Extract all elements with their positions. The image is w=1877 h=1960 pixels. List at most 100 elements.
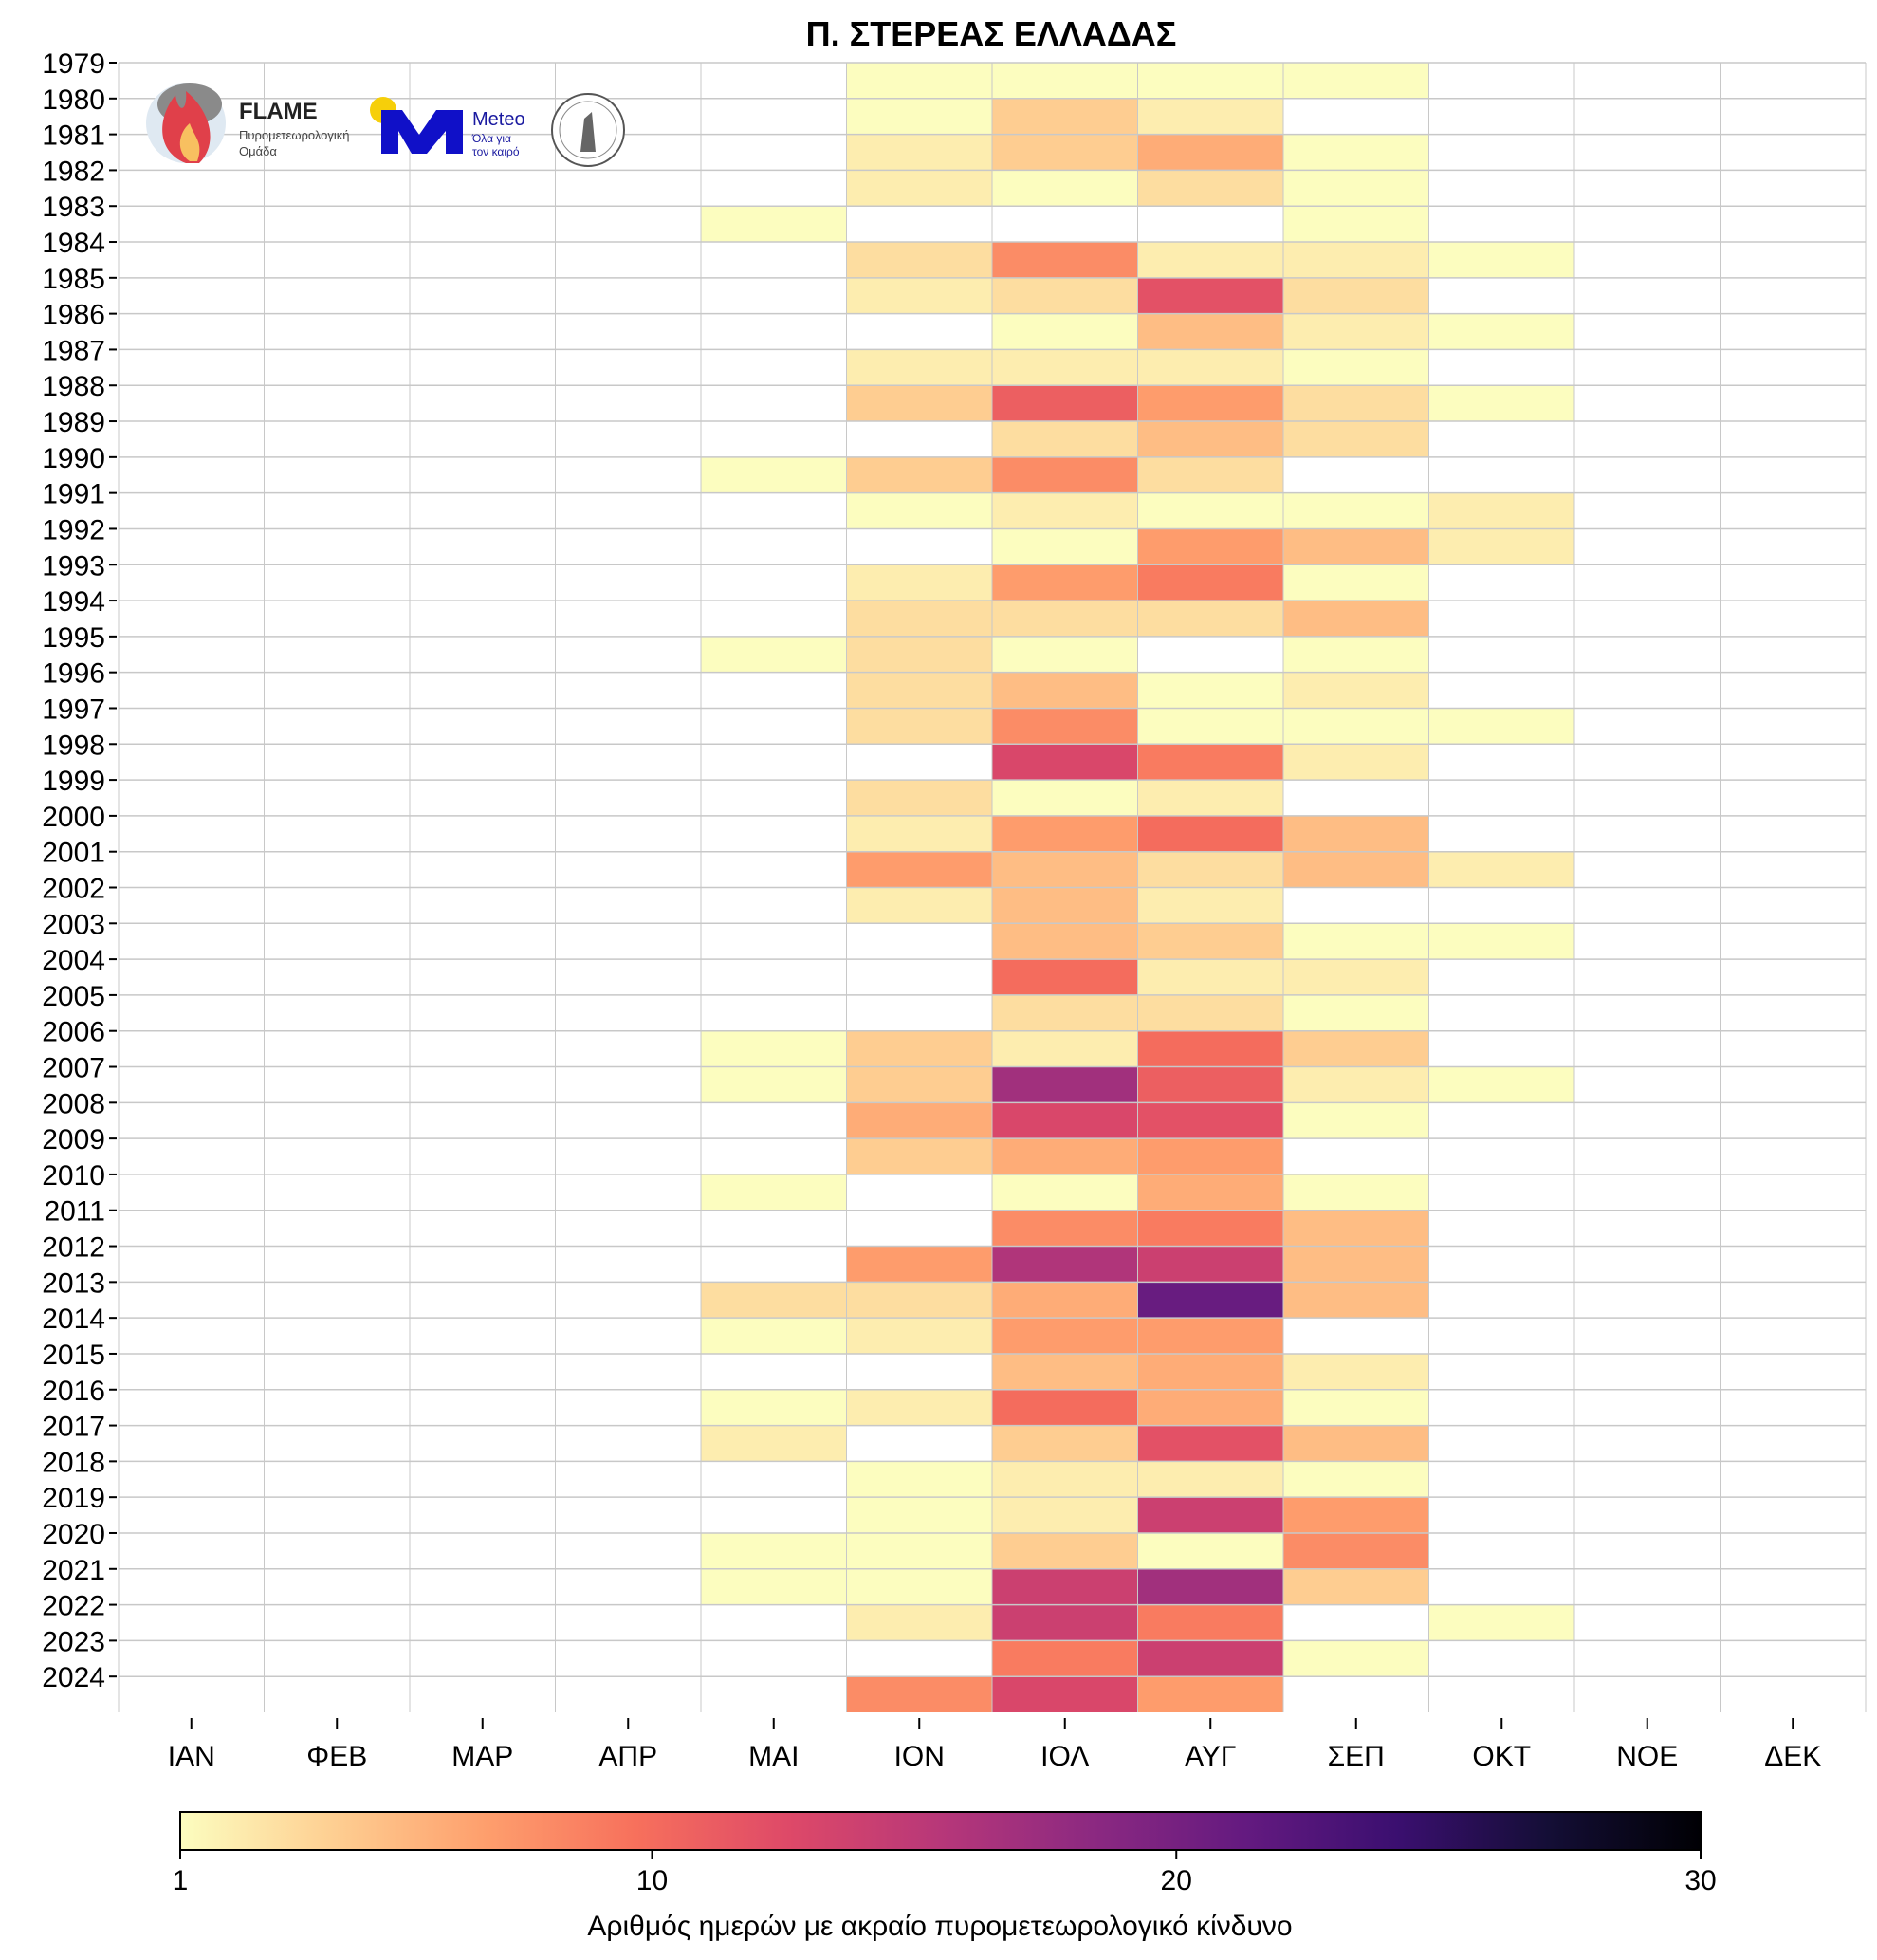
y-tick-label: 1980: [42, 84, 105, 116]
heatmap-cell-2000-ΙΟΛ: [992, 815, 1138, 852]
heatmap-cell-2016-ΜΑΙ: [701, 1389, 847, 1426]
heatmap-cell-1995-ΙΟΝ: [846, 636, 992, 673]
heatmap-cell-2010-ΣΕΠ: [1283, 1174, 1429, 1211]
heatmap-cell-2020-ΙΟΝ: [846, 1532, 992, 1569]
y-tick-label: 2006: [42, 1017, 105, 1048]
heatmap-cell-2003-ΟΚΤ: [1428, 923, 1574, 960]
heatmap-cell-2020-ΣΕΠ: [1283, 1532, 1429, 1569]
heatmap-cell-1986-ΙΟΛ: [992, 313, 1138, 350]
heatmap-cell-2013-ΙΟΝ: [846, 1282, 992, 1319]
heatmap-cell-2023-ΙΟΛ: [992, 1640, 1138, 1677]
heatmap-cell-1984-ΙΟΝ: [846, 242, 992, 278]
x-axis: ΙΑΝ ΦΕΒ ΜΑΡ ΑΠΡ ΜΑΙ ΙΟΝ ΙΟΛ ΑΥΓ ΣΕΠ ΟΚΤ ΝΟΕ ΔΕΚ: [168, 1718, 1821, 1772]
y-tick-label: 1992: [42, 514, 105, 545]
meteo-logo-sub2: τον καιρό: [472, 145, 520, 158]
heatmap-cell-1987-ΙΟΝ: [846, 349, 992, 386]
heatmap-cell-2019-ΣΕΠ: [1283, 1497, 1429, 1533]
heatmap-cell-2020-ΜΑΙ: [701, 1532, 847, 1569]
x-tick-label: ΙΑΝ: [168, 1741, 215, 1772]
heatmap-cell-1998-ΑΥΓ: [1137, 744, 1283, 781]
heatmap-cell-2008-ΑΥΓ: [1137, 1102, 1283, 1139]
heatmap-cell-2021-ΜΑΙ: [701, 1568, 847, 1605]
heatmap-cell-1991-ΙΟΛ: [992, 492, 1138, 529]
heatmap-cell-1989-ΙΟΛ: [992, 421, 1138, 457]
y-tick-label: 1987: [42, 335, 105, 366]
heatmap-cell-1991-ΙΟΝ: [846, 492, 992, 529]
y-tick-label: 2005: [42, 981, 105, 1012]
heatmap-cell-1990-ΙΟΛ: [992, 456, 1138, 493]
heatmap-cell-1984-ΟΚΤ: [1428, 242, 1574, 278]
heatmap-cell-2004-ΑΥΓ: [1137, 959, 1283, 995]
y-tick-label: 2003: [42, 909, 105, 940]
heatmap-cell-2000-ΣΕΠ: [1283, 815, 1429, 852]
heatmap-cell-1995-ΜΑΙ: [701, 636, 847, 673]
heatmap-cell-2023-ΑΥΓ: [1137, 1640, 1283, 1677]
heatmap-cell-1995-ΣΕΠ: [1283, 636, 1429, 673]
x-tick-label: ΙΟΝ: [894, 1741, 945, 1772]
heatmap-cell-2018-ΑΥΓ: [1137, 1461, 1283, 1498]
heatmap-cell-1987-ΣΕΠ: [1283, 349, 1429, 386]
heatmap-cell-2006-ΙΟΛ: [992, 1030, 1138, 1067]
y-tick-label: 1996: [42, 658, 105, 690]
heatmap-cell-2021-ΙΟΛ: [992, 1568, 1138, 1605]
heatmap-cell-1985-ΣΕΠ: [1283, 277, 1429, 314]
heatmap-cell-1992-ΣΕΠ: [1283, 528, 1429, 565]
heatmap-cell-2002-ΙΟΝ: [846, 887, 992, 924]
heatmap-cell-2005-ΑΥΓ: [1137, 994, 1283, 1031]
colorbar-gradient: [179, 1811, 1702, 1851]
heatmap-cell-1988-ΟΚΤ: [1428, 385, 1574, 422]
heatmap-cell-1992-ΙΟΛ: [992, 528, 1138, 565]
heatmap-cell-1996-ΑΥΓ: [1137, 672, 1283, 709]
y-tick-label: 1994: [42, 586, 105, 618]
heatmap-cell-1986-ΑΥΓ: [1137, 313, 1283, 350]
heatmap-cell-2007-ΙΟΝ: [846, 1066, 992, 1103]
heatmap-cells: [701, 63, 1574, 1712]
y-tick-label: 1982: [42, 156, 105, 187]
heatmap-cell-2020-ΙΟΛ: [992, 1532, 1138, 1569]
heatmap-cell-1994-ΣΕΠ: [1283, 601, 1429, 637]
grid-lines: [118, 62, 1867, 1712]
heatmap-cell-2008-ΣΕΠ: [1283, 1102, 1429, 1139]
heatmap-cell-2011-ΙΟΛ: [992, 1210, 1138, 1247]
x-tick-label: ΦΕΒ: [306, 1741, 367, 1772]
y-tick-label: 2007: [42, 1053, 105, 1084]
heatmap-cell-2018-ΣΕΠ: [1283, 1461, 1429, 1498]
y-tick-label: 2009: [42, 1124, 105, 1156]
heatmap-cell-1997-ΣΕΠ: [1283, 708, 1429, 745]
x-tick-label: ΑΠΡ: [598, 1741, 657, 1772]
heatmap-cell-2003-ΑΥΓ: [1137, 923, 1283, 960]
heatmap-cell-2022-ΙΟΛ: [992, 1604, 1138, 1641]
flame-logo-sub2: Ομάδα: [239, 144, 277, 158]
heatmap-cell-2005-ΣΕΠ: [1283, 994, 1429, 1031]
heatmap-cell-2015-ΑΥΓ: [1137, 1353, 1283, 1390]
heatmap-cell-2019-ΑΥΓ: [1137, 1497, 1283, 1533]
y-axis: 1979 1980 1981 1982 1983 1984 1985 1986 1987 1988…: [42, 48, 117, 1693]
heatmap-cell-2024-ΙΟΛ: [992, 1676, 1138, 1712]
heatmap-cell-1995-ΙΟΛ: [992, 636, 1138, 673]
x-tick-label: ΙΟΛ: [1040, 1741, 1089, 1772]
y-tick-label: 2000: [42, 802, 105, 833]
x-tick-label: ΑΥΓ: [1185, 1741, 1236, 1772]
heatmap-cell-1984-ΣΕΠ: [1283, 242, 1429, 278]
y-tick-label: 1998: [42, 730, 105, 761]
heatmap-cell-2019-ΙΟΛ: [992, 1497, 1138, 1533]
heatmap-cell-2006-ΣΕΠ: [1283, 1030, 1429, 1067]
heatmap-cell-1979-ΑΥΓ: [1137, 63, 1283, 99]
heatmap-cell-2022-ΙΟΝ: [846, 1604, 992, 1641]
heatmap-cell-2013-ΙΟΛ: [992, 1282, 1138, 1319]
y-tick-label: 2002: [42, 874, 105, 905]
y-tick-label: 2020: [42, 1519, 105, 1550]
y-tick-label: 2018: [42, 1447, 105, 1478]
heatmap-cell-1984-ΙΟΛ: [992, 242, 1138, 278]
heatmap-cell-1980-ΙΟΝ: [846, 98, 992, 135]
heatmap-cell-2024-ΑΥΓ: [1137, 1676, 1283, 1712]
heatmap-cell-2007-ΣΕΠ: [1283, 1066, 1429, 1103]
heatmap-cell-2014-ΑΥΓ: [1137, 1318, 1283, 1354]
flame-logo-sub1: Πυρομετεωρολογική: [239, 128, 350, 142]
y-tick-label: 2013: [42, 1267, 105, 1299]
heatmap-cell-1986-ΣΕΠ: [1283, 313, 1429, 350]
flame-logo: FLAME Πυρομετεωρολογική Ομάδα: [146, 83, 350, 163]
heatmap-cell-2012-ΙΟΝ: [846, 1246, 992, 1283]
heatmap-cell-2007-ΜΑΙ: [701, 1066, 847, 1103]
y-tick-label: 1995: [42, 622, 105, 654]
